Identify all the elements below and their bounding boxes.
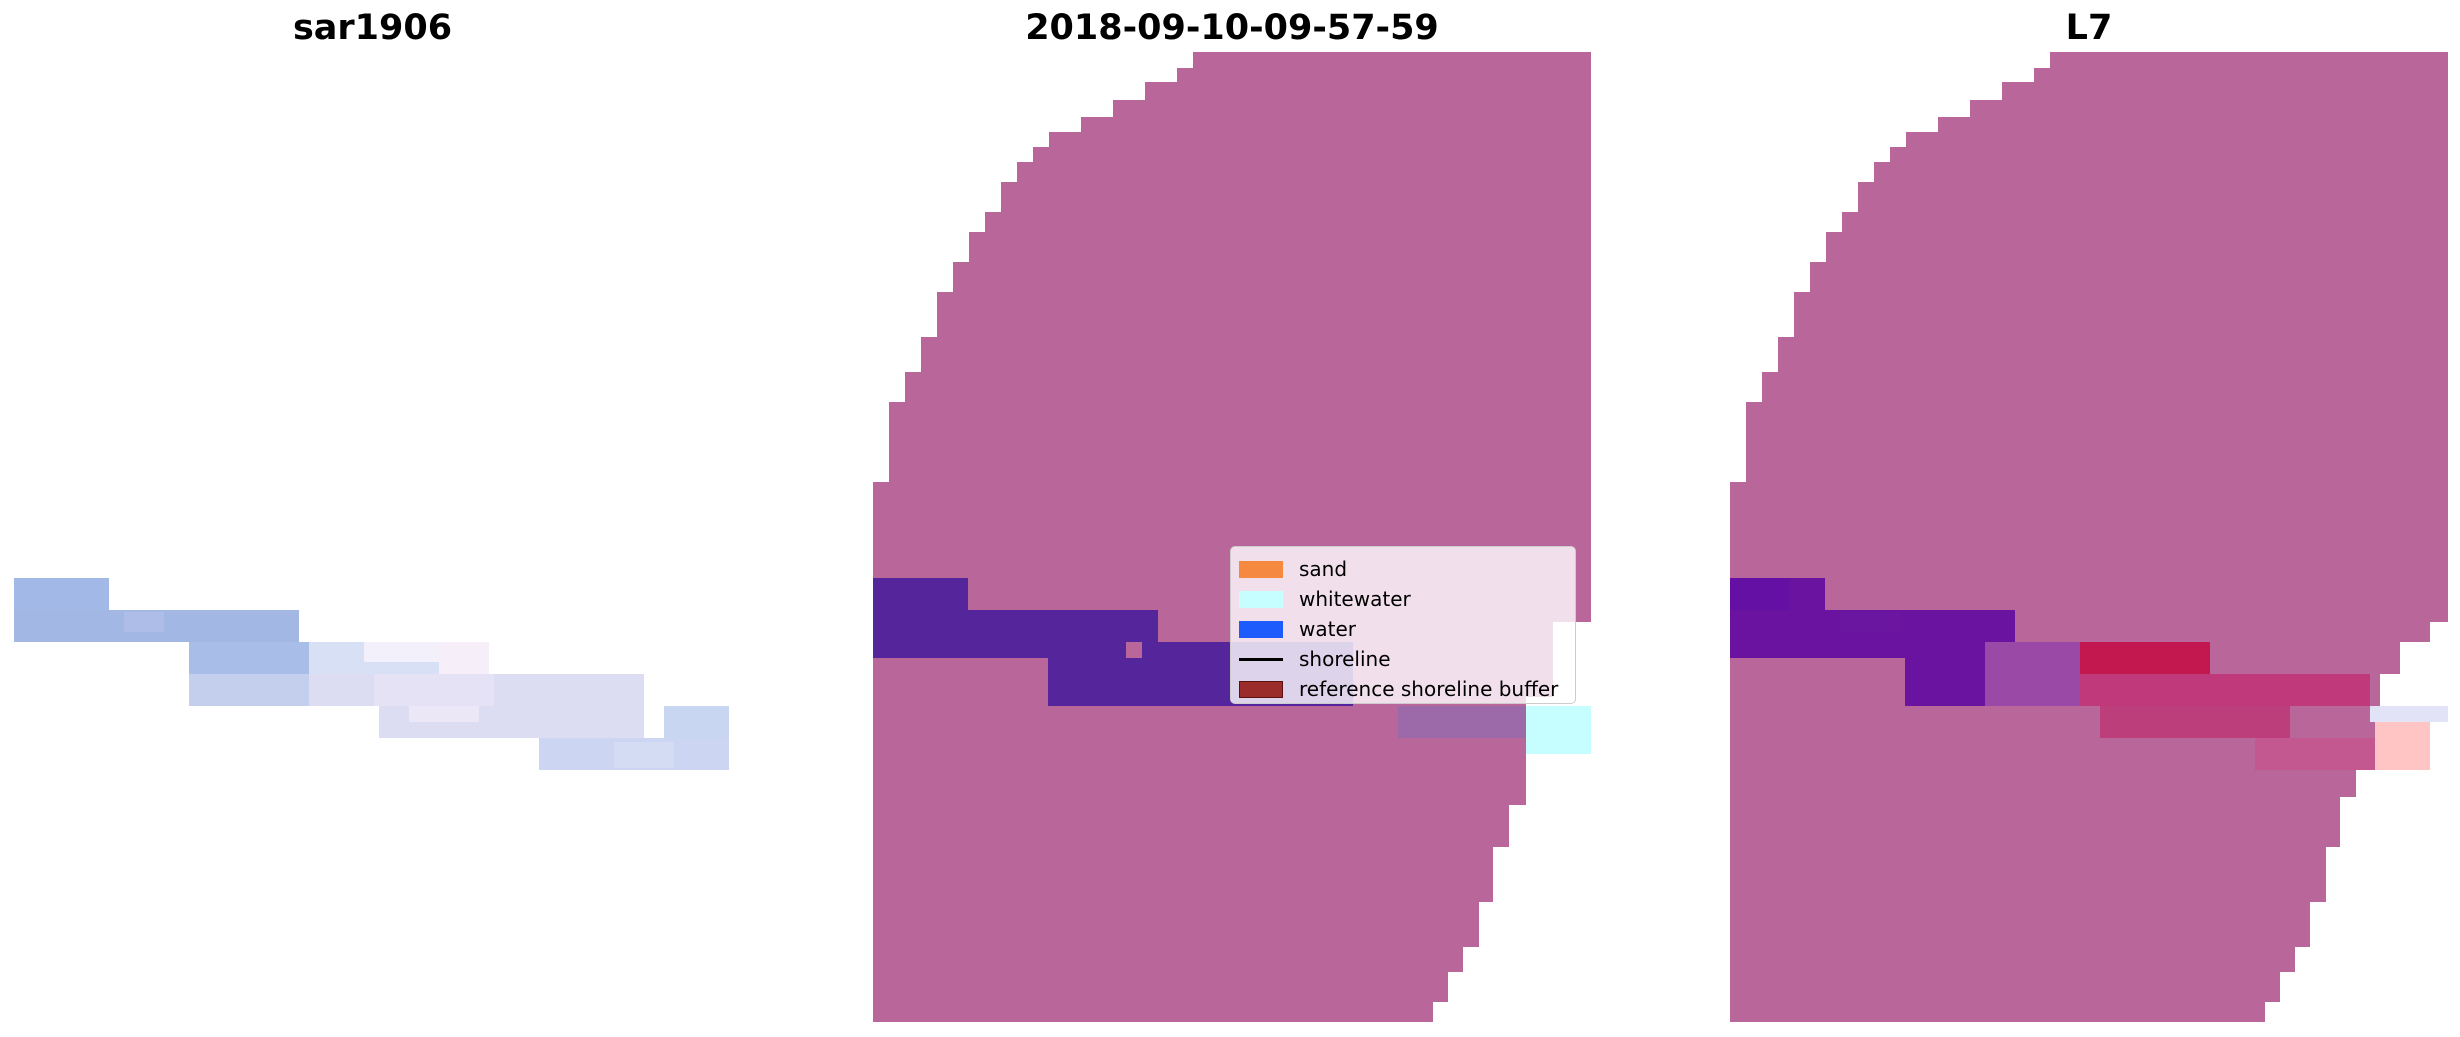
legend-item-whitewater: whitewater <box>1239 584 1567 614</box>
legend-item-sand: sand <box>1239 554 1567 584</box>
legend-label: sand <box>1299 557 1348 581</box>
whitewater-swatch <box>1239 590 1283 608</box>
water-pixel <box>1126 642 1142 658</box>
legend-item-reference-shoreline-buffer: reference shoreline buffer <box>1239 674 1567 704</box>
shoreline-swatch <box>1239 657 1283 661</box>
title-classified-image: 2018-09-10-09-57-59 <box>1025 8 1439 48</box>
title-rgb-image: sar1906 <box>292 8 453 48</box>
legend-label: water <box>1299 617 1356 641</box>
sand-swatch <box>1239 560 1283 578</box>
classification-mask <box>873 52 1591 1022</box>
legend-label: reference shoreline buffer <box>1299 677 1559 701</box>
classified-image <box>873 52 1591 1022</box>
reference-buffer-swatch <box>1239 680 1283 698</box>
legend-item-water: water <box>1239 614 1567 644</box>
rgb-image <box>14 578 729 770</box>
sand-strip <box>1398 706 1528 738</box>
reference-buffer-region <box>2080 642 2210 674</box>
satellite-image-panel <box>1730 52 2448 1022</box>
water-swatch <box>1239 620 1283 638</box>
legend-label: whitewater <box>1299 587 1411 611</box>
classification-mask <box>1730 52 2448 1022</box>
whitewater-region <box>1526 706 1591 754</box>
legend: sand whitewater water shoreline referenc… <box>1230 546 1576 704</box>
satellite-image <box>1730 52 2448 1022</box>
legend-item-shoreline: shoreline <box>1239 644 1567 674</box>
classified-image-panel <box>873 52 1591 1022</box>
legend-label: shoreline <box>1299 647 1391 671</box>
title-satellite-image: L7 <box>2065 8 2113 48</box>
rgb-image-panel <box>14 52 732 1022</box>
